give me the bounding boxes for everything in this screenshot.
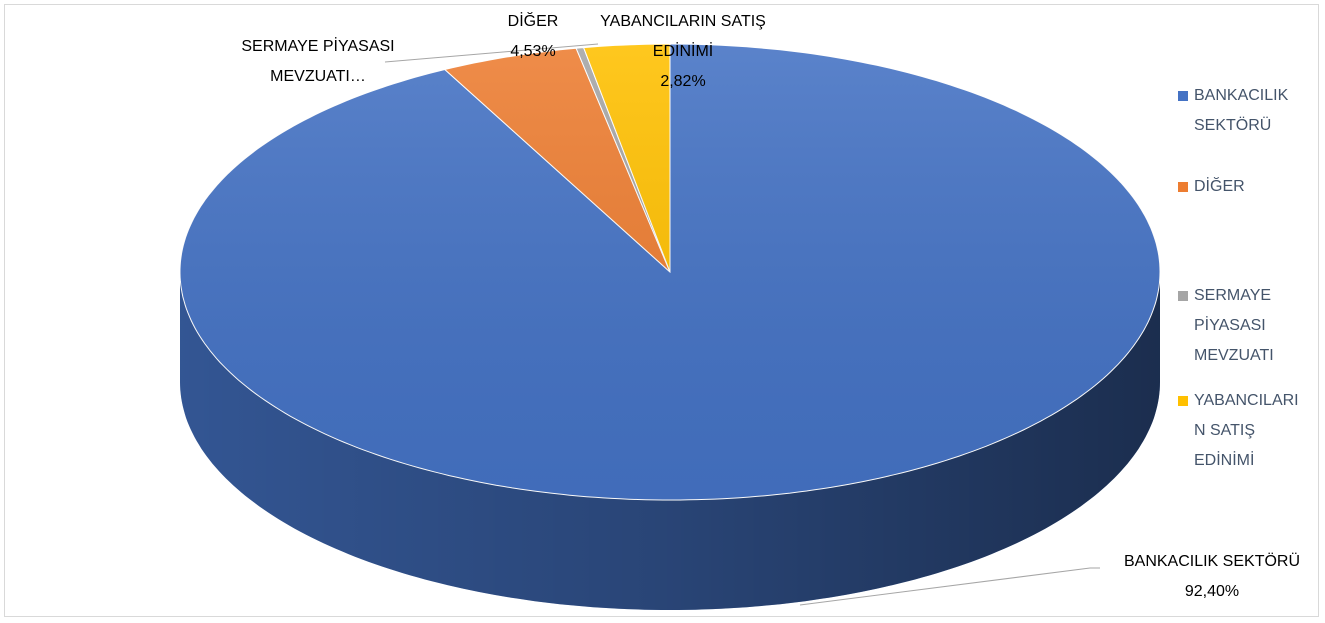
leader-line (799, 567, 1100, 606)
legend-swatch (1178, 91, 1188, 101)
legend-swatch (1178, 396, 1188, 406)
leader-line (384, 43, 599, 63)
legend-swatch (1178, 182, 1188, 192)
legend-label: BANKACILIK SEKTÖRÜ (1194, 87, 1289, 134)
legend-label: DİĞER (1194, 178, 1245, 195)
legend-label: SERMAYE PİYASASI MEVZUATI (1194, 287, 1274, 364)
legend-item: YABANCILARIN SATIŞ EDİNİMİ (1178, 386, 1318, 476)
data-label-name: YABANCILARIN SATIŞ EDİNİMİ (600, 13, 766, 60)
legend-item: SERMAYE PİYASASI MEVZUATI (1178, 281, 1318, 371)
slice-side-shade (180, 272, 1160, 610)
data-label: BANKACILIK SEKTÖRÜ 92,40% (1092, 547, 1325, 607)
legend-label: YABANCILARIN SATIŞ EDİNİMİ (1194, 392, 1299, 469)
data-label-name: BANKACILIK SEKTÖRÜ (1123, 553, 1301, 570)
data-label: SERMAYE PİYASASI MEVZUATI… (208, 32, 428, 92)
data-label: YABANCILARIN SATIŞ EDİNİMİ 2,82% (573, 7, 793, 97)
data-label-name: SERMAYE PİYASASI MEVZUATI… (241, 38, 395, 85)
data-label-name: DİĞER (507, 13, 559, 30)
chart-frame (4, 4, 1319, 617)
legend-swatch (1178, 291, 1188, 301)
legend-item: BANKACILIK SEKTÖRÜ (1178, 81, 1318, 141)
legend-item: DİĞER (1178, 172, 1318, 202)
data-label: DİĞER 4,53% (473, 7, 593, 67)
top-shade (180, 44, 1160, 500)
data-label-value: 4,53% (510, 43, 556, 60)
data-label-value: 92,40% (1184, 583, 1240, 600)
data-label-value: 2,82% (660, 73, 706, 90)
